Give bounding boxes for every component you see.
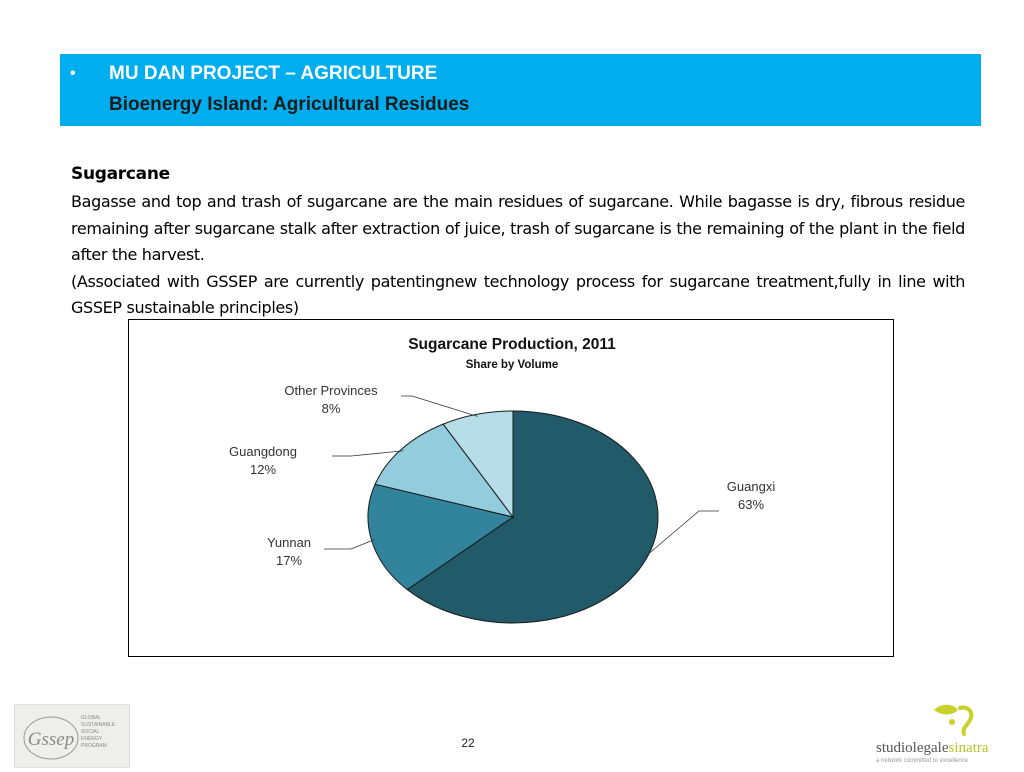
pie-slice-guangdong [374, 423, 515, 518]
header-bullet: • [70, 65, 76, 82]
studio-tagline: a network committed to excellence [876, 758, 969, 764]
slice-value-label: 63% [738, 497, 764, 512]
pie-slice-other-provinces [442, 410, 514, 519]
gssep-logo: Gssep GLOBAL SUSTAINABLE SOCIAL ENERGY P… [14, 704, 130, 768]
studio-name-main: studiolegale [876, 740, 949, 756]
paragraph-patent: (Associated with GSSEP are currently pat… [71, 271, 965, 318]
pie-slice-guangxi [406, 410, 659, 624]
section-heading: Sugarcane [71, 164, 170, 184]
pie-chart-frame: Sugarcane Production, 2011 Share by Volu… [128, 319, 894, 657]
gssep-logo-line: SUSTAINABLE [81, 722, 116, 728]
chart-title: Sugarcane Production, 2011 [408, 336, 616, 353]
leader-line [332, 450, 404, 457]
slice-label: Guangdong [229, 444, 297, 459]
slide-title: MU DAN PROJECT – AGRICULTURE [109, 63, 438, 84]
leader-line [324, 539, 375, 550]
slice-label: Guangxi [727, 479, 776, 494]
gssep-logo-line: SOCIAL [81, 729, 100, 735]
studiolegalesinatra-logo: studiolegalesinatra a network committed … [872, 700, 1002, 766]
leader-line [643, 510, 719, 559]
studio-name-accent: sinatra [948, 740, 989, 756]
leader-line [401, 395, 478, 417]
leaf-icon [934, 704, 974, 736]
slice-label: Other Provinces [284, 383, 378, 398]
gssep-logo-line: PROGRAM [81, 743, 107, 749]
gssep-logo-mark: Gssep [28, 729, 74, 750]
chart-subtitle: Share by Volume [466, 359, 558, 371]
pie-slices [367, 410, 659, 624]
slice-value-label: 17% [276, 553, 302, 568]
slide-subtitle: Bioenergy Island: Agricultural Residues [109, 94, 470, 115]
slice-label: Yunnan [267, 535, 311, 550]
header-band [60, 54, 981, 126]
pie-slice-yunnan [367, 483, 515, 591]
slice-value-label: 12% [250, 462, 276, 477]
gssep-logo-line: ENERGY [81, 736, 103, 742]
pie-labels: Guangxi 63% Yunnan 17% Guangdong 12% Other Pro… [229, 383, 775, 568]
body-text: Bagasse and top and trash of sugarcane a… [71, 189, 965, 322]
pie-chart: Sugarcane Production, 2011 Share by Volu… [229, 336, 775, 624]
page-number: 22 [461, 736, 475, 750]
gssep-logo-line: GLOBAL [81, 715, 101, 721]
gssep-logo-graphic: Gssep GLOBAL SUSTAINABLE SOCIAL ENERGY P… [23, 715, 116, 760]
studio-name: studiolegalesinatra [876, 740, 988, 757]
paragraph-residues: Bagasse and top and trash of sugarcane a… [71, 192, 965, 264]
slice-value-label: 8% [322, 401, 341, 416]
